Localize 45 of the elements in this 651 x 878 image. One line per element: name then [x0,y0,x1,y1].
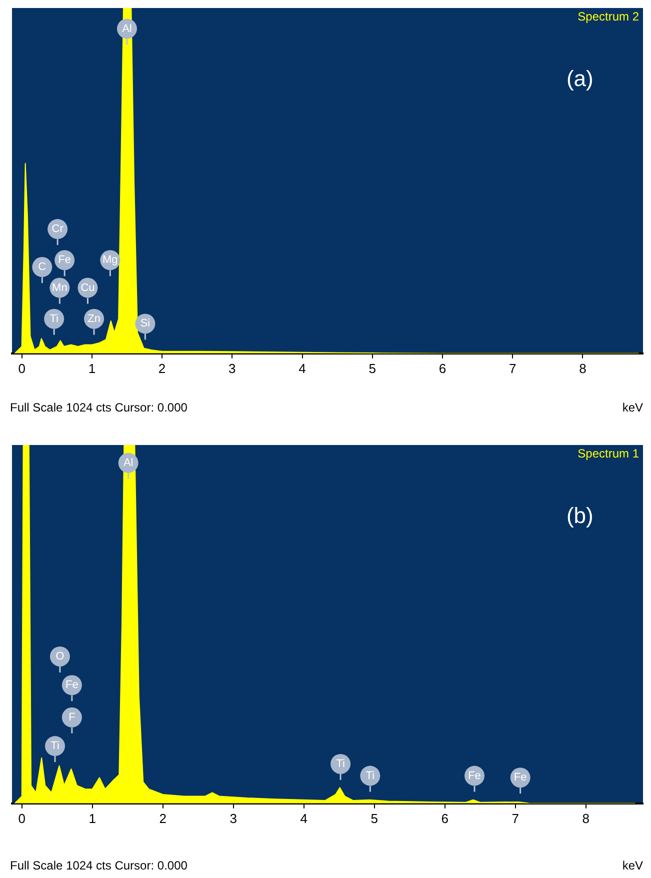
annotation: Fe [514,772,527,784]
annotation: (b) [566,503,594,528]
x-tick-label: 2 [158,360,166,376]
x-tick-label: 3 [228,360,236,376]
x-axis-title: keV [622,400,643,414]
x-tick-label: 1 [88,810,96,826]
x-tick-label: 6 [441,810,449,826]
x-tick-label: 8 [579,360,586,376]
annotation: Zn [88,312,100,325]
annotation: Si [140,318,150,330]
annotation: Ti [336,758,345,770]
annotation: Ti [50,312,58,325]
annotation: Ti [366,770,375,782]
annotation: O [56,650,65,662]
annotation: Cr [52,223,64,236]
x-tick-label: 2 [159,810,166,826]
x-tick-label: 4 [300,810,308,826]
annotation: Mg [102,254,118,266]
x-tick-label: 5 [370,810,378,826]
x-tick-label: 8 [582,810,590,826]
text: Full Scale 1024 cts Cursor: 0.000 [10,400,188,414]
annotation: Mn [52,282,68,294]
x-tick-label: 3 [230,810,237,826]
chart-title: Spectrum 2 [578,9,640,24]
x-tick-label: 1 [88,360,96,376]
annotation: Fe [468,770,481,782]
annotation: Al [122,22,132,35]
annotation: Al [123,456,134,469]
annotation: F [68,711,76,724]
text: Full Scale 1024 cts Cursor: 0.000 [10,858,188,872]
x-tick-label: 7 [512,810,520,826]
x-tick-label: 7 [508,360,516,376]
chart-title: Spectrum 1 [578,446,640,460]
x-tick-label: 0 [18,360,26,376]
x-tick-label: 5 [368,360,376,376]
x-axis-title: keV [622,858,643,872]
x-tick-label: 6 [438,360,446,376]
annotation: Ti [50,740,60,752]
annotation: C [38,261,46,274]
x-tick-label: 4 [298,360,306,376]
annotation: (a) [566,66,594,92]
annotation: Fe [66,679,78,692]
annotation: Cu [80,282,95,294]
x-tick-label: 0 [18,810,26,826]
annotation: Fe [58,254,72,266]
